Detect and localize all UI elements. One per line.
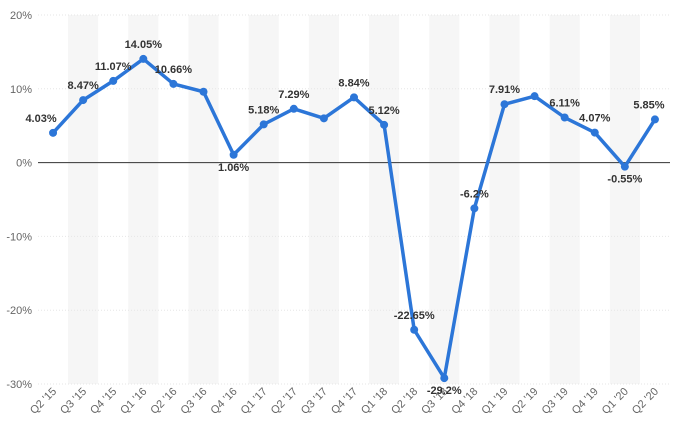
x-tick-label: Q3 '19 xyxy=(540,386,571,417)
data-point[interactable] xyxy=(289,104,298,113)
y-axis: -30% -20% -10% 0% 10% 20% xyxy=(6,10,32,391)
band-9 xyxy=(308,15,339,384)
data-label: 5.18% xyxy=(248,104,279,116)
x-tick-label: Q1 '19 xyxy=(479,386,510,417)
data-label: 5.12% xyxy=(368,105,399,117)
data-point[interactable] xyxy=(229,150,238,159)
data-point[interactable] xyxy=(590,128,599,137)
y-tick-label: -10% xyxy=(6,231,32,243)
data-label: 7.29% xyxy=(278,89,309,101)
y-tick-label: -20% xyxy=(6,305,32,317)
data-point[interactable] xyxy=(49,128,58,137)
x-tick-label: Q3 '17 xyxy=(299,386,330,417)
x-tick-label: Q2 '15 xyxy=(28,386,59,417)
x-tick-label: Q3 '16 xyxy=(178,386,209,417)
band-1 xyxy=(68,15,99,384)
data-point[interactable] xyxy=(380,120,389,129)
band-17 xyxy=(549,15,580,384)
x-tick-label: Q2 '16 xyxy=(148,386,179,417)
data-label: 4.03% xyxy=(25,113,56,125)
data-label: 6.11% xyxy=(549,98,580,110)
data-point[interactable] xyxy=(500,100,509,109)
y-tick-label: -30% xyxy=(6,379,32,391)
data-point[interactable] xyxy=(109,76,118,85)
y-tick-label: 10% xyxy=(10,84,32,96)
data-point[interactable] xyxy=(560,113,569,122)
data-point[interactable] xyxy=(410,325,419,334)
x-tick-label: Q2 '19 xyxy=(510,386,541,417)
data-point[interactable] xyxy=(79,96,88,105)
data-point[interactable] xyxy=(199,87,208,96)
y-tick-label: 0% xyxy=(16,158,32,170)
data-label: 7.91% xyxy=(489,84,520,96)
data-labels: 4.03% 8.47% 11.07% 14.05% 10.66% 1.06% 5.18% 7.… xyxy=(25,39,664,397)
data-point[interactable] xyxy=(259,120,268,129)
data-label: 14.05% xyxy=(125,39,163,51)
x-tick-label: Q2 '20 xyxy=(630,386,661,417)
data-label: 11.07% xyxy=(95,61,132,73)
band-5 xyxy=(188,15,219,384)
data-point[interactable] xyxy=(530,92,539,101)
x-tick-label: Q2 '18 xyxy=(389,386,420,417)
band-3 xyxy=(128,15,159,384)
data-label: 8.47% xyxy=(68,80,99,92)
x-tick-label: Q4 '17 xyxy=(329,386,360,417)
data-point[interactable] xyxy=(319,114,328,123)
x-tick-label: Q1 '17 xyxy=(239,386,270,417)
data-label: -22.65% xyxy=(394,310,435,322)
data-point[interactable] xyxy=(620,162,629,171)
grid-lines xyxy=(38,14,670,385)
x-tick-label: Q3 '15 xyxy=(58,386,89,417)
data-label: -6.2% xyxy=(460,188,489,200)
data-point[interactable] xyxy=(470,204,479,213)
x-tick-label: Q4 '16 xyxy=(209,386,240,417)
band-15 xyxy=(489,15,520,384)
data-label: -0.55% xyxy=(607,174,642,186)
x-tick-label: Q1 '16 xyxy=(118,386,149,417)
data-label: 10.66% xyxy=(155,64,193,76)
data-label: -29.2% xyxy=(427,385,462,397)
data-label: 5.85% xyxy=(633,99,664,111)
data-point[interactable] xyxy=(440,374,449,383)
data-label: 1.06% xyxy=(218,162,249,174)
data-point[interactable] xyxy=(139,54,148,63)
data-label: 4.07% xyxy=(579,113,610,125)
x-tick-label: Q2 '17 xyxy=(269,386,300,417)
data-label: 8.84% xyxy=(338,77,369,89)
data-point[interactable] xyxy=(650,115,659,124)
data-points xyxy=(49,54,659,383)
band-19 xyxy=(609,15,640,384)
data-point[interactable] xyxy=(169,79,178,88)
x-tick-label: Q4 '19 xyxy=(570,386,601,417)
x-tick-label: Q1 '18 xyxy=(359,386,390,417)
y-tick-label: 20% xyxy=(10,10,32,22)
x-tick-label: Q1 '20 xyxy=(600,386,631,417)
band-7 xyxy=(248,15,279,384)
x-tick-label: Q4 '15 xyxy=(88,386,119,417)
data-point[interactable] xyxy=(350,93,358,102)
